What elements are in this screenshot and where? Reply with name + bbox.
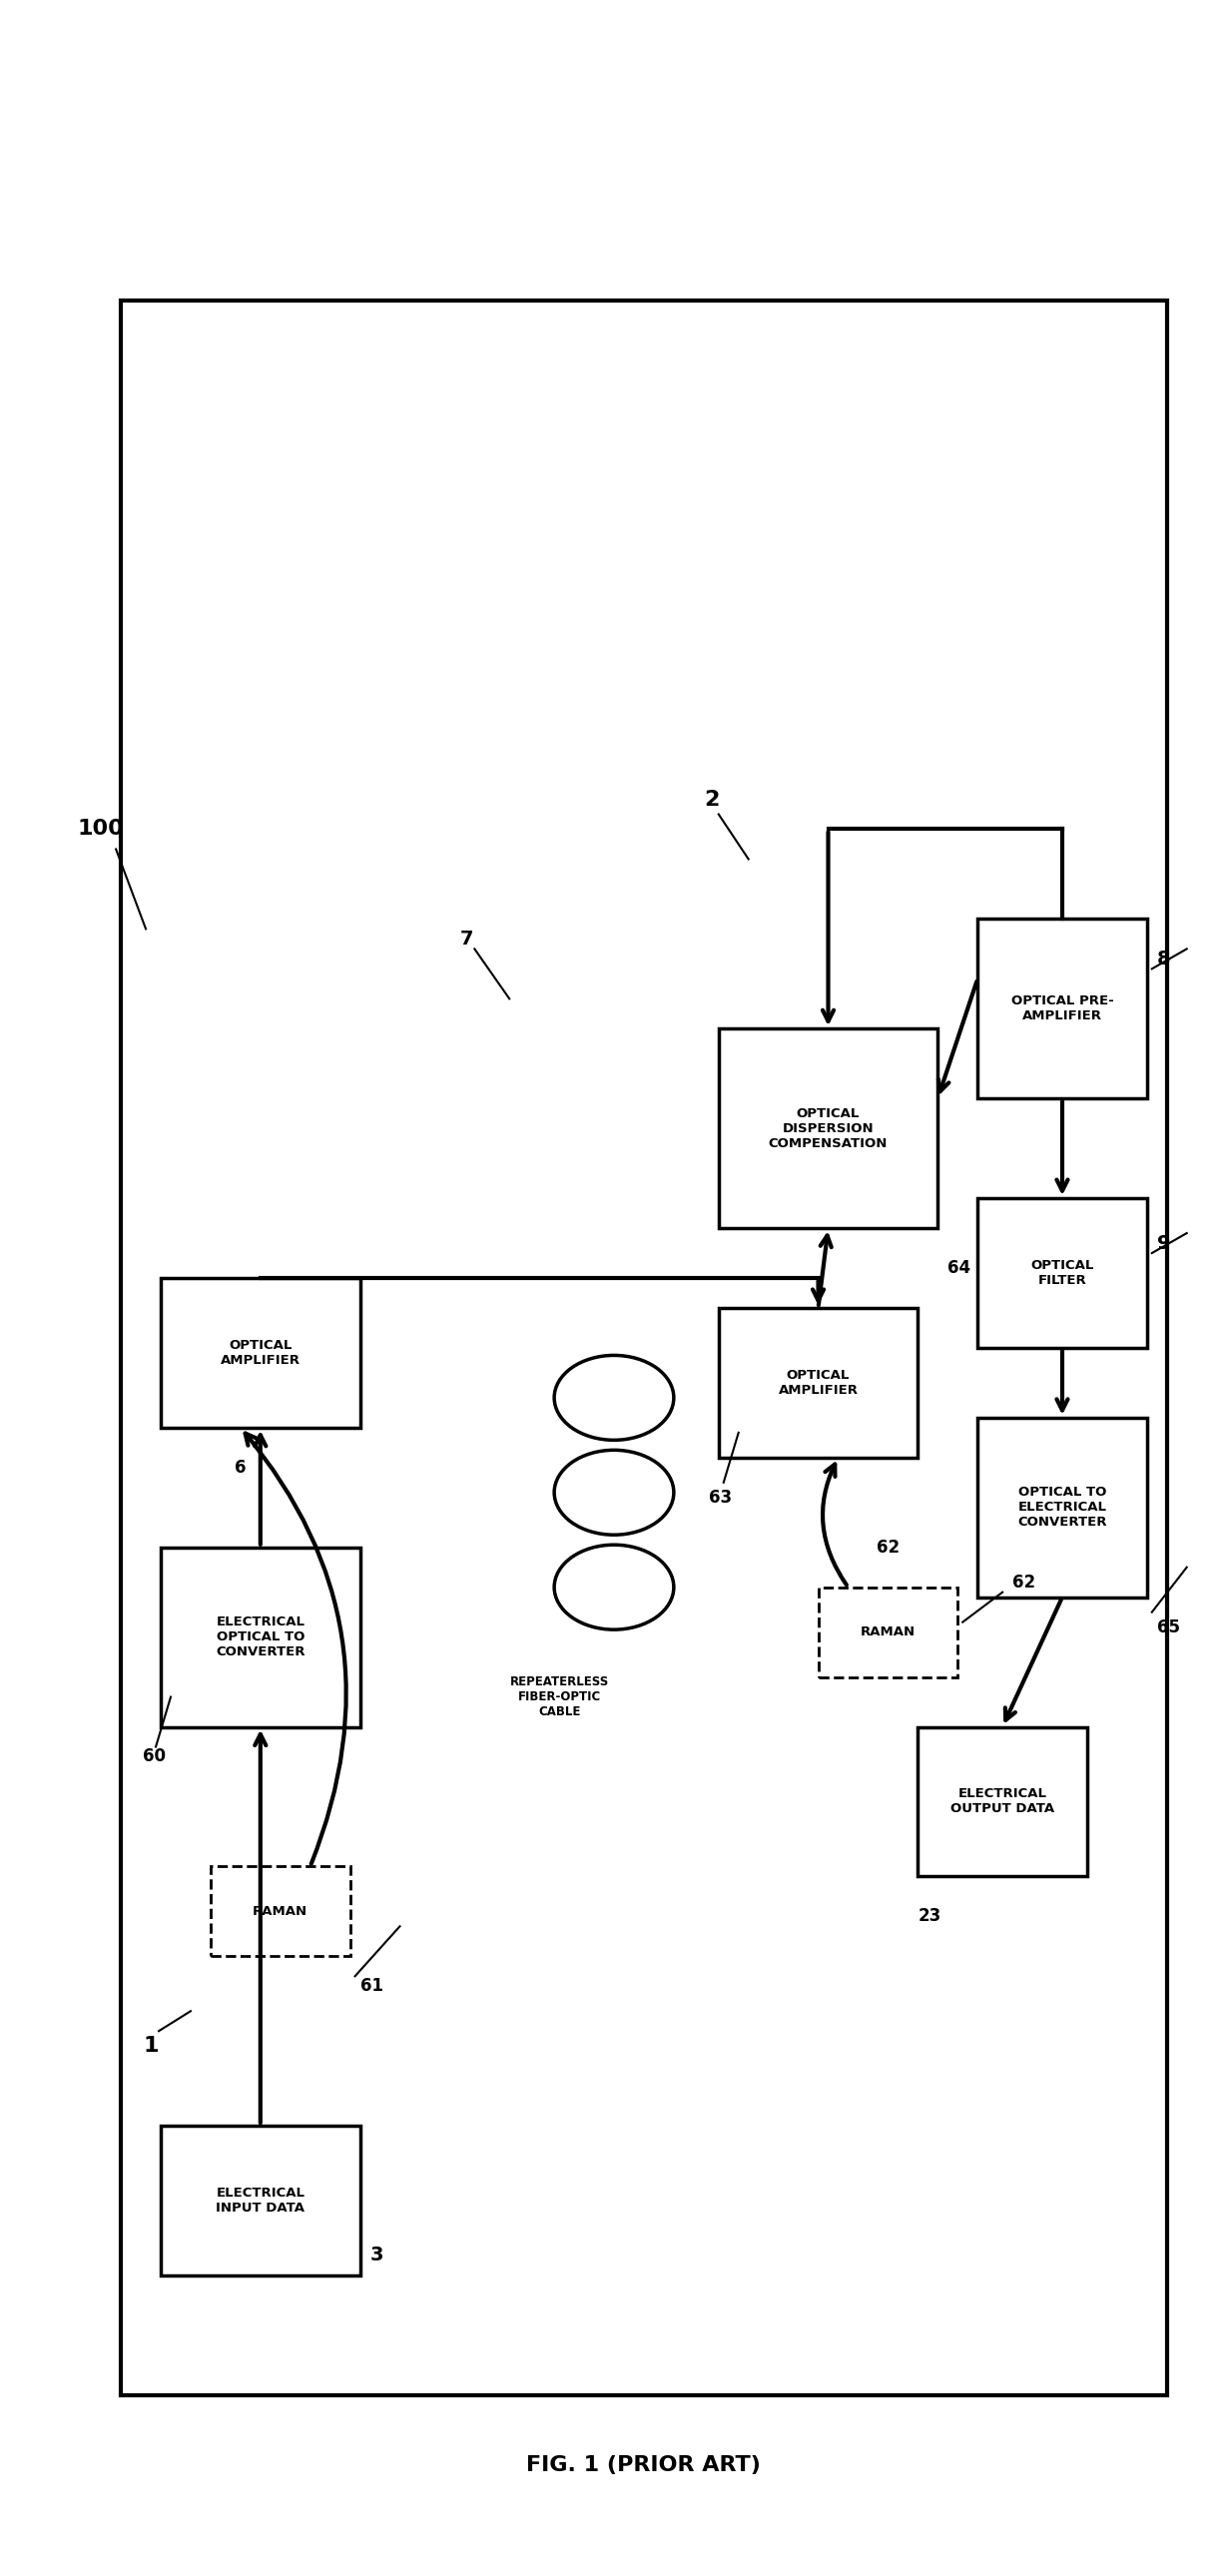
Text: OPTICAL
FILTER: OPTICAL FILTER (1031, 1260, 1094, 1288)
Bar (161, 1548, 360, 1726)
Bar (977, 1417, 1147, 1597)
Bar (918, 1726, 1088, 1875)
Ellipse shape (554, 1546, 673, 1631)
Text: 1: 1 (143, 2035, 159, 2056)
Text: 23: 23 (918, 1906, 941, 1924)
Bar (141, 979, 440, 2027)
Ellipse shape (554, 1355, 673, 1440)
Text: OPTICAL TO
ELECTRICAL
CONVERTER: OPTICAL TO ELECTRICAL CONVERTER (1018, 1486, 1107, 1530)
Text: OPTICAL
AMPLIFIER: OPTICAL AMPLIFIER (778, 1368, 858, 1396)
Text: 64: 64 (948, 1260, 971, 1278)
Text: OPTICAL PRE-
AMPLIFIER: OPTICAL PRE- AMPLIFIER (1011, 994, 1113, 1023)
Bar (120, 301, 1166, 2396)
Text: FIG. 1 (PRIOR ART): FIG. 1 (PRIOR ART) (527, 2455, 761, 2476)
Bar (455, 979, 773, 2027)
Text: 61: 61 (360, 1978, 383, 1996)
Bar (977, 920, 1147, 1097)
Text: 6: 6 (235, 1458, 246, 1476)
Text: 7: 7 (460, 930, 473, 948)
Text: 100: 100 (77, 819, 124, 840)
Text: RAMAN: RAMAN (253, 1904, 307, 1919)
Text: 63: 63 (709, 1489, 731, 1507)
Text: 2: 2 (704, 788, 719, 809)
Bar (698, 829, 1147, 2375)
Text: 62: 62 (1013, 1574, 1036, 1592)
Text: 60: 60 (143, 1747, 166, 1765)
Bar (161, 1278, 360, 1427)
Text: 9: 9 (1156, 1234, 1170, 1252)
Text: RAMAN: RAMAN (860, 1625, 916, 1638)
Ellipse shape (554, 1450, 673, 1535)
Text: 3: 3 (370, 2246, 383, 2264)
Bar (719, 1028, 938, 1229)
Text: 8: 8 (1156, 951, 1170, 969)
Text: ELECTRICAL
OUTPUT DATA: ELECTRICAL OUTPUT DATA (950, 1788, 1054, 1816)
Text: 65: 65 (1156, 1618, 1180, 1636)
Bar (819, 1587, 957, 1677)
Bar (161, 2125, 360, 2275)
Text: ELECTRICAL
OPTICAL TO
CONVERTER: ELECTRICAL OPTICAL TO CONVERTER (216, 1615, 305, 1659)
Text: ELECTRICAL
INPUT DATA: ELECTRICAL INPUT DATA (216, 2187, 305, 2215)
Bar (210, 1868, 350, 1955)
Text: OPTICAL
DISPERSION
COMPENSATION: OPTICAL DISPERSION COMPENSATION (768, 1108, 887, 1149)
Text: REPEATERLESS
FIBER-OPTIC
CABLE: REPEATERLESS FIBER-OPTIC CABLE (510, 1674, 608, 1718)
Text: OPTICAL
AMPLIFIER: OPTICAL AMPLIFIER (220, 1340, 300, 1368)
Bar (719, 1309, 918, 1458)
Text: 62: 62 (876, 1538, 900, 1556)
Bar (977, 1198, 1147, 1347)
